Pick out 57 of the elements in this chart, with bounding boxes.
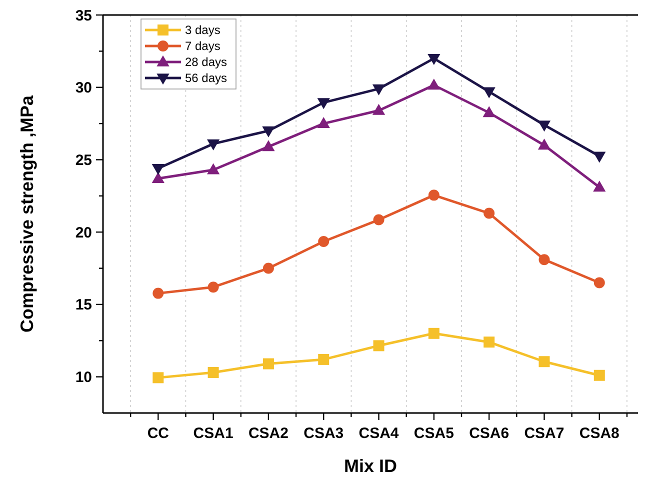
point bbox=[428, 54, 440, 66]
point bbox=[594, 370, 605, 381]
point bbox=[208, 282, 219, 293]
y-tick-label: 20 bbox=[75, 224, 92, 242]
point bbox=[482, 87, 496, 98]
point bbox=[208, 366, 219, 378]
point bbox=[318, 354, 330, 365]
legend-label: 56 days bbox=[185, 71, 228, 85]
point bbox=[152, 288, 164, 299]
x-tick-label: CSA4 bbox=[358, 425, 400, 442]
point bbox=[152, 164, 164, 176]
point bbox=[152, 372, 164, 384]
point bbox=[538, 254, 550, 266]
point bbox=[318, 236, 330, 247]
x-tick-label: CSA2 bbox=[248, 425, 288, 442]
point bbox=[428, 190, 440, 201]
point bbox=[317, 116, 330, 128]
legend-label: 3 days bbox=[185, 23, 220, 37]
y-tick-label: 15 bbox=[75, 296, 92, 314]
point bbox=[373, 340, 384, 352]
point bbox=[428, 328, 440, 339]
point bbox=[482, 106, 496, 118]
point bbox=[206, 163, 220, 174]
point bbox=[538, 356, 550, 368]
point bbox=[593, 180, 606, 192]
x-tick-label: CSA3 bbox=[304, 425, 344, 442]
point bbox=[262, 140, 275, 152]
point bbox=[317, 98, 330, 110]
point bbox=[372, 104, 386, 115]
x-tick-label: CSA5 bbox=[414, 425, 454, 442]
x-tick-label: CSA8 bbox=[579, 425, 620, 442]
legend-label: 28 days bbox=[185, 55, 228, 69]
point bbox=[262, 262, 274, 274]
point bbox=[262, 358, 274, 370]
point bbox=[152, 172, 164, 183]
y-tick-label: 30 bbox=[75, 80, 92, 97]
x-tick-label: CSA7 bbox=[524, 425, 564, 442]
x-axis-title: Mix ID bbox=[344, 456, 398, 476]
point bbox=[538, 138, 551, 150]
y-tick-label: 35 bbox=[75, 7, 92, 24]
x-tick-label: CSA1 bbox=[193, 425, 234, 442]
point bbox=[593, 152, 606, 163]
point bbox=[262, 126, 275, 138]
point bbox=[372, 84, 386, 96]
point bbox=[594, 277, 605, 288]
x-tick-label: CC bbox=[147, 425, 170, 442]
point bbox=[373, 214, 384, 226]
point bbox=[484, 208, 495, 219]
point bbox=[538, 120, 551, 132]
y-axis-title: Compressive strength ,MPa bbox=[17, 94, 37, 333]
point bbox=[484, 336, 495, 348]
x-tick-label: CSA6 bbox=[469, 425, 510, 442]
point bbox=[206, 139, 220, 150]
point bbox=[428, 78, 440, 90]
legend-label: 7 days bbox=[185, 39, 220, 53]
y-tick-label: 10 bbox=[75, 369, 92, 386]
y-tick-label: 25 bbox=[75, 152, 92, 169]
